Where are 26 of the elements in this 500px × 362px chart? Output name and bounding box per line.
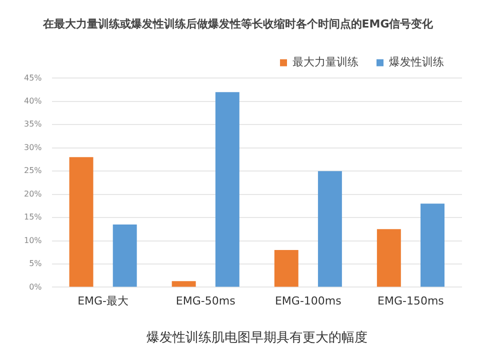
y-tick-label: 40% <box>24 96 42 106</box>
bar <box>420 204 444 287</box>
y-tick-label: 20% <box>24 189 42 198</box>
bar <box>69 157 94 287</box>
y-tick-label: 35% <box>24 120 42 129</box>
x-tick-label: EMG-100ms <box>274 294 342 308</box>
y-tick-label: 5% <box>29 259 42 268</box>
bar <box>172 281 196 287</box>
legend-label: 爆发性训练 <box>389 56 444 69</box>
bar <box>112 224 137 287</box>
x-tick-label: EMG-最大 <box>78 294 129 308</box>
x-tick-label: EMG-50ms <box>176 294 236 308</box>
y-tick-label: 30% <box>24 142 42 152</box>
legend-label: 最大力量训练 <box>292 56 358 69</box>
y-tick-label: 25% <box>24 166 42 176</box>
x-tick-label: EMG-150ms <box>378 294 444 308</box>
y-tick-label: 45% <box>24 73 42 82</box>
y-tick-label: 15% <box>24 212 42 222</box>
bar <box>274 250 298 287</box>
bar <box>215 92 240 287</box>
y-tick-label: 0% <box>29 282 42 292</box>
chart-title: 在最大力量训练或爆发性训练后做爆发性等长收缩时各个时间点的EMG信号变化 <box>42 17 434 30</box>
x-axis-title: 爆发性训练肌电图早期具有更大的幅度 <box>146 330 368 346</box>
y-tick-label: 10% <box>24 236 42 245</box>
bar <box>318 171 342 287</box>
bar <box>376 229 401 287</box>
